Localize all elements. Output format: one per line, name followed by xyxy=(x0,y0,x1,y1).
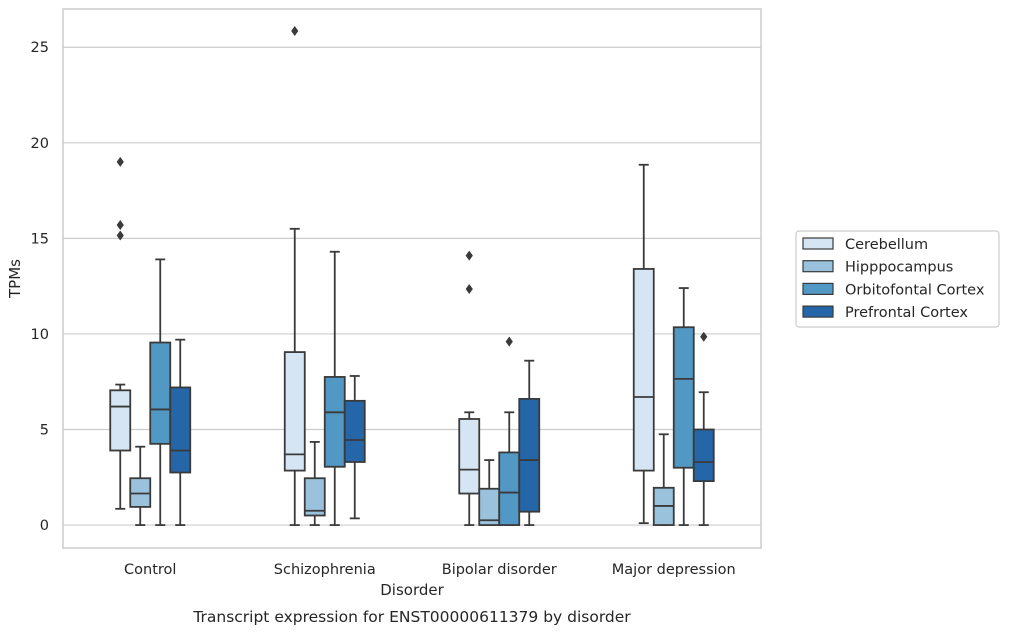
legend: Cerebellum Hipppocampus Orbitofontal Corte… xyxy=(795,230,1000,328)
box-series xyxy=(109,25,715,526)
y-tick-label: 5 xyxy=(40,422,49,438)
y-tick-label: 0 xyxy=(40,518,49,534)
iqr-box xyxy=(692,428,715,483)
y-tick-label: 10 xyxy=(31,327,49,343)
box-1-2 xyxy=(478,459,501,526)
box-0-3 xyxy=(632,163,655,525)
iqr-box xyxy=(283,351,306,472)
y-tick-label: 20 xyxy=(31,136,49,152)
box-0-2 xyxy=(458,250,481,526)
outlier-point xyxy=(116,230,124,241)
grid-lines xyxy=(63,46,761,526)
y-tick-label: 15 xyxy=(31,231,49,247)
x-tick-label: Bipolar disorder xyxy=(442,562,557,578)
box-2-1 xyxy=(323,250,346,526)
box-3-3 xyxy=(692,331,715,526)
iqr-box xyxy=(323,376,346,468)
legend-swatch xyxy=(802,282,834,295)
outlier-point xyxy=(465,284,473,295)
y-axis-ticks: 0 5 10 15 20 25 xyxy=(31,40,49,534)
x-axis-title: Disorder xyxy=(380,581,444,599)
iqr-box xyxy=(169,386,192,474)
chart-caption: Transcript expression for ENST0000061137… xyxy=(192,608,631,626)
legend-swatch xyxy=(802,305,834,318)
box-1-1 xyxy=(303,441,326,526)
iqr-box xyxy=(672,326,695,469)
box-1-3 xyxy=(652,433,675,526)
legend-label: Cerebellum xyxy=(845,237,928,253)
box-0-1 xyxy=(283,25,306,526)
outlier-point xyxy=(116,156,124,167)
iqr-box xyxy=(343,399,366,463)
outlier-point xyxy=(116,219,124,230)
iqr-box xyxy=(149,341,172,445)
x-tick-label: Schizophrenia xyxy=(274,562,376,578)
x-tick-label: Major depression xyxy=(612,562,736,578)
outlier-point xyxy=(465,250,473,261)
legend-label: Orbitofontal Cortex xyxy=(845,282,985,298)
box-0-0 xyxy=(109,156,132,510)
box-1-0 xyxy=(129,445,152,526)
x-axis-ticks: Control Schizophrenia Bipolar disorder Majo… xyxy=(124,562,736,578)
legend-label: Hipppocampus xyxy=(845,260,953,276)
legend-label: Prefrontal Cortex xyxy=(845,305,968,321)
box-3-2 xyxy=(518,359,541,526)
iqr-box xyxy=(109,389,132,452)
box-2-2 xyxy=(498,336,521,526)
legend-box xyxy=(795,230,1000,328)
iqr-box xyxy=(498,451,521,526)
legend-swatch xyxy=(802,237,834,250)
outlier-point xyxy=(700,331,708,342)
legend-swatch xyxy=(802,260,834,273)
box-3-0 xyxy=(169,338,192,526)
y-axis-title: TPMs xyxy=(6,259,24,299)
box-2-3 xyxy=(672,287,695,526)
box-3-1 xyxy=(343,375,366,520)
iqr-box xyxy=(518,398,541,513)
x-tick-label: Control xyxy=(124,562,176,578)
box-2-0 xyxy=(149,258,172,526)
plot-frame xyxy=(62,8,762,549)
iqr-box xyxy=(129,477,152,508)
iqr-box xyxy=(303,477,326,517)
iqr-box xyxy=(458,418,481,495)
outlier-point xyxy=(291,25,299,36)
iqr-box xyxy=(632,268,655,472)
outlier-point xyxy=(505,336,513,347)
y-tick-label: 25 xyxy=(31,40,49,56)
